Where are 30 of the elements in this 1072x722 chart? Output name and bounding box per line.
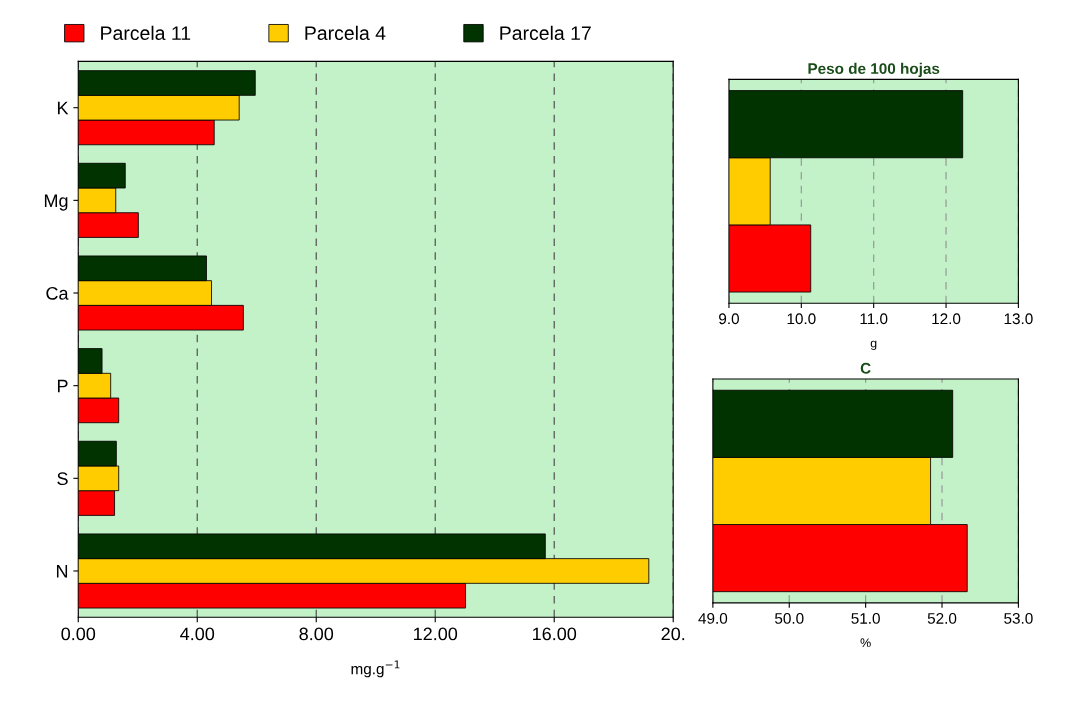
x-tick-label: 12.0 — [932, 313, 961, 325]
legend-label: Parcela 17 — [500, 25, 591, 41]
x-tick-label: 20. — [661, 627, 685, 641]
y-tick-label: P — [57, 379, 68, 393]
x-tick-label: 49.0 — [698, 613, 728, 624]
legend-label: Parcela 4 — [305, 25, 386, 41]
y-tick-label: K — [57, 101, 69, 115]
x-tick-label: 4.00 — [180, 627, 215, 641]
x-axis-title: mg.g$^{−1}$ — [351, 660, 400, 678]
y-tick-label: N — [56, 565, 68, 578]
x-tick-label: 53.0 — [1004, 613, 1033, 624]
x-tick-label: 10.0 — [787, 313, 816, 325]
x-tick-label: 52.0 — [927, 613, 957, 624]
x-tick-label: 50.0 — [775, 613, 804, 624]
x-tick-label: 12.00 — [414, 627, 458, 641]
x-tick-label: 9.0 — [719, 313, 739, 325]
legend-label: Parcela 11 — [101, 25, 191, 41]
chart-title: C — [860, 362, 871, 374]
y-tick-label: Ca — [46, 286, 69, 300]
x-axis-title: % — [860, 638, 871, 648]
x-tick-label: 13.0 — [1004, 313, 1033, 325]
x-tick-label: 0.00 — [61, 627, 96, 641]
y-tick-label: Mg — [44, 194, 68, 211]
x-tick-label: 11.0 — [860, 313, 888, 325]
x-tick-label: 51.0 — [851, 613, 880, 624]
chart-title: Peso de 100 hojas — [808, 62, 940, 78]
y-tick-label: S — [57, 472, 68, 486]
x-axis-title: g — [870, 340, 877, 350]
x-tick-label: 16.00 — [533, 627, 577, 641]
x-tick-label: 8.00 — [299, 627, 334, 641]
